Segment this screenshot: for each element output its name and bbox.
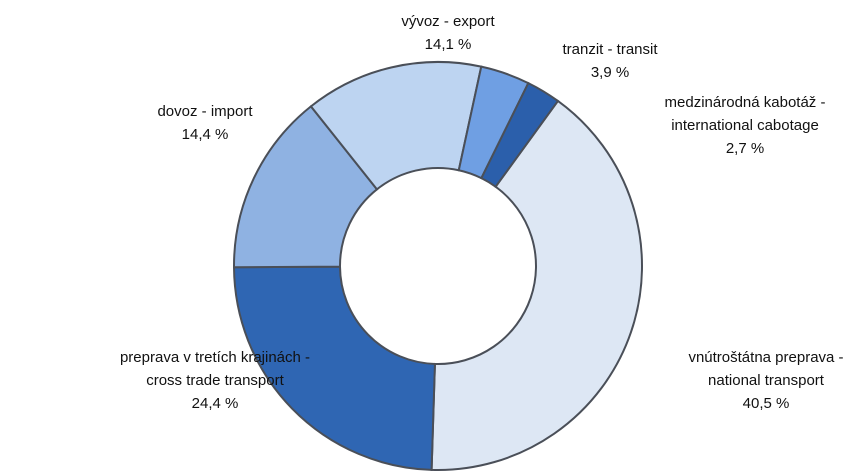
slice-value-label: 14,1 % — [425, 36, 472, 53]
donut-segment — [233, 104, 379, 269]
slice-value-label: 3,9 % — [591, 64, 629, 81]
slice-label: preprava v tretích krajinách - — [120, 349, 310, 366]
slice-label: national transport — [708, 372, 825, 389]
slice-label: tranzit - transit — [562, 41, 658, 58]
slice-label: dovoz - import — [157, 103, 253, 120]
slice-value-label: 40,5 % — [743, 395, 790, 412]
donut-segment — [309, 61, 483, 191]
slice-value-label: 14,4 % — [182, 126, 229, 143]
slice-label: international cabotage — [671, 117, 819, 134]
slice-label: cross trade transport — [146, 372, 284, 389]
slice-label: vývoz - export — [401, 13, 495, 30]
slice-label: vnútroštátna preprava - — [688, 349, 843, 366]
slice-label: medzinárodná kabotáž - — [665, 94, 826, 111]
slice-value-label: 2,7 % — [726, 140, 764, 157]
donut-segment — [480, 81, 560, 189]
donut-segment — [232, 265, 436, 471]
slice-value-label: 24,4 % — [192, 395, 239, 412]
donut-segment — [430, 99, 643, 471]
